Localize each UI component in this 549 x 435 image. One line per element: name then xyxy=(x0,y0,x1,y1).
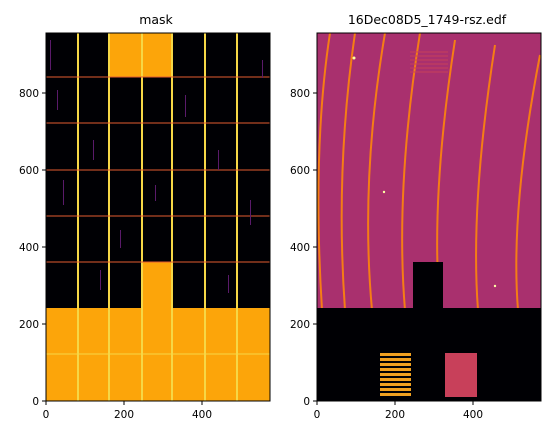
image-solid-block xyxy=(445,353,477,397)
left-y-tick-400: 400 xyxy=(19,242,39,254)
left-axis-ticks xyxy=(42,92,203,405)
image-hatched-patch xyxy=(410,51,448,73)
bright-spot xyxy=(493,284,497,288)
mask-horizontal-lines xyxy=(46,76,270,355)
left-y-tick-200: 200 xyxy=(19,319,39,331)
left-axes-frame xyxy=(45,32,271,402)
right-x-tick-0: 0 xyxy=(314,409,321,421)
left-y-tick-0: 0 xyxy=(32,396,39,408)
mask-vertical-lines xyxy=(77,33,238,401)
bright-spot xyxy=(352,56,356,60)
right-y-tick-400: 400 xyxy=(290,242,310,254)
right-axes-frame xyxy=(316,32,542,402)
left-y-tick-600: 600 xyxy=(19,165,39,177)
image-dark-bottom xyxy=(317,308,541,401)
right-y-tick-200: 200 xyxy=(290,319,310,331)
diffraction-image xyxy=(317,33,541,401)
left-x-tick-0: 0 xyxy=(43,409,50,421)
left-x-tick-200: 200 xyxy=(114,409,134,421)
right-panel-title: 16Dec08D5_1749-rsz.edf xyxy=(347,12,507,27)
mask-center-block xyxy=(142,262,172,308)
left-y-tick-800: 800 xyxy=(19,88,39,100)
mask-image xyxy=(46,33,270,401)
right-x-tick-400: 400 xyxy=(463,409,483,421)
mask-top-block xyxy=(109,33,172,77)
mask-noise xyxy=(50,40,263,293)
left-x-tick-400: 400 xyxy=(192,409,212,421)
image-stripe-block xyxy=(380,353,411,396)
left-panel-title: mask xyxy=(139,12,173,27)
bright-spot xyxy=(382,190,386,194)
image-dark-center-block xyxy=(413,262,443,308)
right-x-tick-200: 200 xyxy=(385,409,405,421)
right-y-tick-0: 0 xyxy=(303,396,310,408)
right-y-tick-600: 600 xyxy=(290,165,310,177)
right-axis-ticks xyxy=(313,92,474,405)
right-y-tick-800: 800 xyxy=(290,88,310,100)
